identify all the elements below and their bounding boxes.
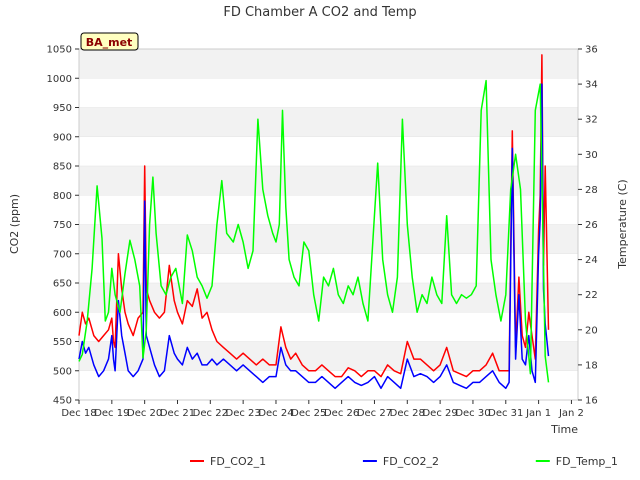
series-line-fd-co2-1 [78, 54, 550, 378]
x-tick-label: Dec 29 [422, 408, 457, 419]
y-axis-left: 450 500 550 600 650 700 750 800 850 900 950 1000 105… [47, 45, 79, 407]
y2-tick-label: 20 [585, 325, 598, 336]
series-line-fd-co2-2 [78, 83, 550, 390]
legend-label: FD_CO2_1 [210, 455, 266, 468]
y-tick-label: 950 [53, 103, 72, 114]
y-tick-label: 700 [53, 249, 72, 260]
y-tick-label: 550 [53, 337, 72, 348]
y2-tick-label: 34 [585, 80, 598, 91]
y2-tick-label: 24 [585, 255, 598, 266]
site-badge: BA_met [80, 32, 139, 51]
y-tick-label: 900 [53, 132, 72, 143]
x-tick-label: Dec 21 [160, 408, 195, 419]
legend-label: FD_CO2_2 [383, 455, 439, 468]
y-tick-label: 1050 [47, 45, 72, 56]
y-axis-label: CO2 (ppm) [8, 194, 21, 254]
y-tick-label: 1000 [47, 74, 72, 85]
grid-band [79, 107, 578, 137]
x-tick-label: Dec 25 [291, 408, 326, 419]
legend-label: FD_Temp_1 [556, 455, 618, 468]
x-tick-label: Jan 2 [558, 408, 584, 419]
x-tick-label: Dec 20 [127, 408, 162, 419]
y-tick-label: 750 [53, 220, 72, 231]
x-tick-label: Dec 28 [390, 408, 425, 419]
y-axis-right: 16 18 20 22 24 26 28 30 32 34 36 [578, 45, 598, 407]
y2-tick-label: 32 [585, 115, 598, 126]
grid-band [79, 224, 578, 254]
legend: FD_CO2_1 FD_CO2_2 FD_Temp_1 [190, 455, 618, 468]
x-tick-label: Dec 22 [193, 408, 228, 419]
y-tick-label: 600 [53, 308, 72, 319]
x-axis-label: Time [550, 423, 578, 436]
y2-tick-label: 30 [585, 150, 598, 161]
x-tick-label: Dec 26 [324, 408, 359, 419]
y-tick-label: 800 [53, 191, 72, 202]
y-tick-label: 450 [53, 396, 72, 407]
y2-tick-label: 22 [585, 290, 598, 301]
series-lines [78, 54, 550, 390]
site-badge-label: BA_met [86, 36, 133, 49]
x-tick-label: Jan 1 [525, 408, 551, 419]
x-tick-label: Dec 30 [455, 408, 490, 419]
y-tick-label: 850 [53, 162, 72, 173]
x-tick-label: Dec 19 [94, 408, 129, 419]
y2-axis-label: Temperature (C) [616, 179, 629, 269]
grid-band [79, 49, 578, 79]
y-tick-label: 500 [53, 366, 72, 377]
chart-title: FD Chamber A CO2 and Temp [223, 5, 416, 20]
x-tick-label: Dec 27 [357, 408, 392, 419]
x-tick-label: Dec 23 [226, 408, 261, 419]
y2-tick-label: 26 [585, 220, 598, 231]
x-tick-label: Dec 18 [61, 408, 96, 419]
y-tick-label: 650 [53, 279, 72, 290]
x-tick-label: Dec 31 [488, 408, 523, 419]
y2-tick-label: 16 [585, 396, 598, 407]
y2-tick-label: 28 [585, 185, 598, 196]
x-tick-label: Dec 24 [258, 408, 293, 419]
grid-bands [79, 48, 578, 401]
y2-tick-label: 36 [585, 45, 598, 56]
grid-band [79, 341, 578, 371]
grid-band [79, 166, 578, 196]
series-line-fd-temp-1 [78, 79, 550, 383]
y2-tick-label: 18 [585, 360, 598, 371]
